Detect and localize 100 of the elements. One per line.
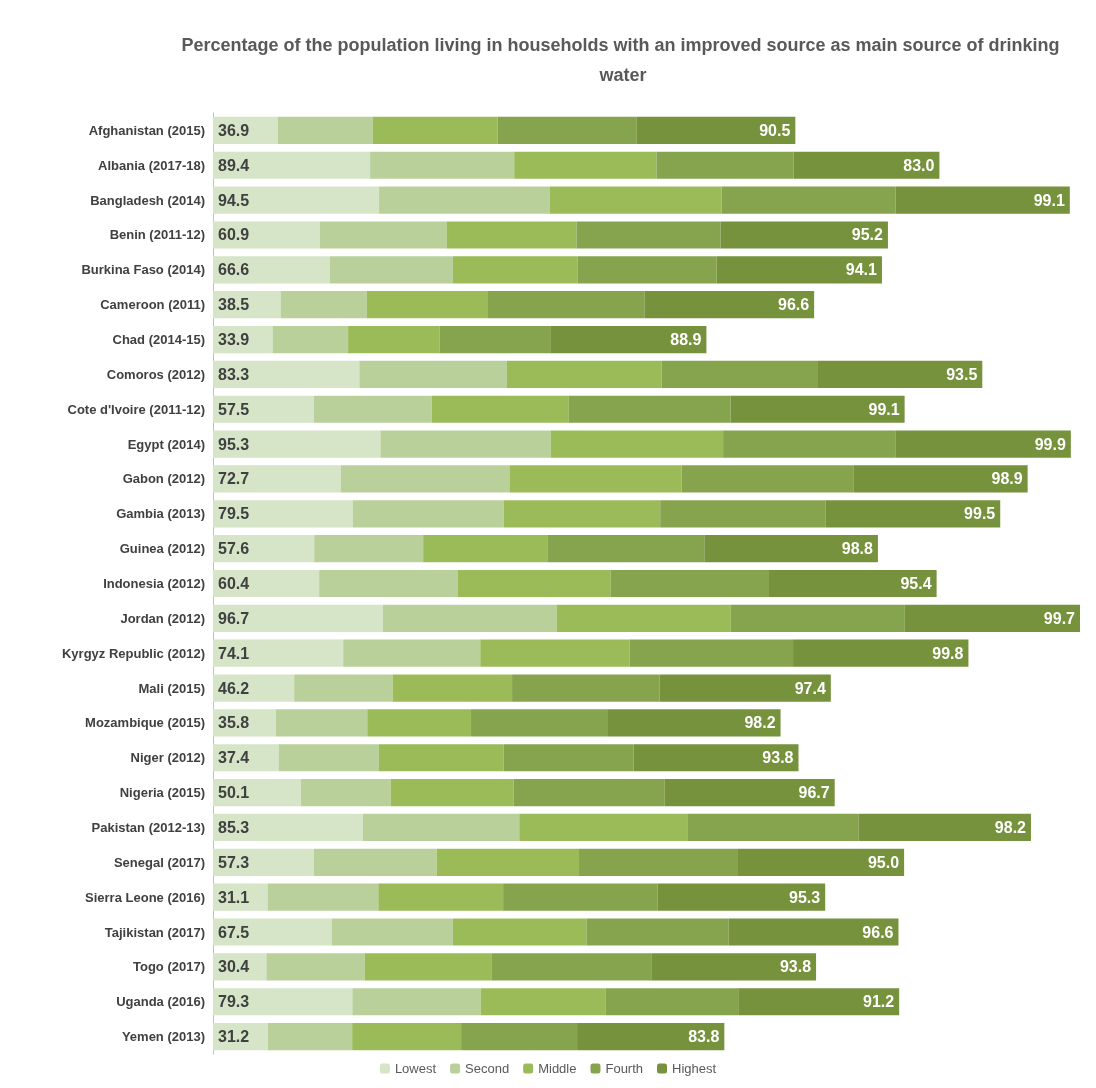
bar (213, 918, 332, 946)
bar (721, 186, 896, 214)
bar (491, 953, 652, 981)
bar (660, 500, 826, 528)
data-label: 96.7 (218, 609, 250, 627)
data-label: 98.2 (994, 818, 1027, 836)
data-label: 30.4 (218, 958, 250, 976)
data-label: 57.5 (218, 400, 250, 418)
bar (446, 221, 577, 249)
bar (730, 395, 905, 423)
bar (213, 186, 380, 214)
y-tick-label: Afghanistan (2015) (88, 122, 205, 138)
bar (213, 813, 363, 842)
data-label: 60.9 (218, 226, 250, 244)
bar (213, 465, 341, 493)
bar (367, 709, 471, 737)
bar (277, 116, 373, 145)
data-label: 79.3 (218, 993, 250, 1011)
bar (586, 918, 729, 946)
bar (793, 639, 969, 667)
bar (213, 569, 320, 598)
bar (550, 430, 724, 458)
data-label: 99.1 (868, 400, 900, 418)
bar (313, 848, 437, 876)
y-tick-label: Tajikistan (2017) (104, 924, 205, 940)
data-label: 98.9 (991, 470, 1023, 488)
bar (364, 953, 492, 981)
data-label: 96.6 (862, 923, 894, 941)
legend-label: Lowest (394, 1061, 437, 1076)
bar (213, 500, 353, 528)
bar (629, 639, 794, 667)
bar (503, 500, 661, 528)
bar (576, 221, 721, 249)
bar (392, 674, 513, 702)
bar (436, 848, 580, 876)
bar (213, 604, 383, 632)
data-label: 88.9 (670, 331, 702, 349)
y-tick-label: Sierra Leone (2016) (85, 889, 205, 905)
bar (514, 151, 657, 179)
bar (853, 465, 1028, 493)
bar (294, 674, 393, 702)
data-label: 46.2 (218, 679, 250, 697)
bar (556, 604, 731, 632)
bar (382, 604, 557, 632)
y-tick-label: Kyrgyz Republic (2012) (61, 645, 205, 661)
data-label: 95.3 (218, 435, 250, 453)
bar (331, 918, 453, 946)
bar (301, 779, 391, 807)
y-tick-label: Gabon (2012) (122, 471, 205, 487)
y-tick-label: Yemen (2013) (121, 1029, 205, 1045)
bar (519, 813, 688, 842)
bar (359, 360, 507, 388)
bar (378, 744, 504, 772)
bar (480, 988, 606, 1016)
bar (793, 151, 940, 179)
data-label: 31.1 (218, 888, 250, 906)
bar (272, 325, 349, 354)
bar (213, 848, 314, 876)
data-label: 85.3 (218, 818, 250, 836)
bar (656, 151, 794, 179)
data-label: 99.7 (1043, 609, 1076, 627)
bar (503, 883, 658, 911)
data-label: 95.3 (789, 888, 821, 906)
y-tick-label: Togo (2017) (133, 959, 205, 975)
data-label: 57.3 (218, 853, 250, 871)
bar (457, 569, 611, 598)
y-tick-label: Egypt (2014) (127, 436, 205, 452)
y-tick-label: Chad (2014-15) (112, 332, 205, 348)
bar (348, 325, 440, 354)
bar (213, 256, 331, 284)
bar (513, 779, 665, 807)
bar (661, 360, 818, 388)
y-tick-label: Comoros (2012) (106, 366, 205, 382)
bar (352, 500, 504, 528)
bar (568, 395, 731, 423)
y-tick-label: Uganda (2016) (116, 994, 205, 1010)
bar (895, 186, 1070, 214)
legend-label: Fourth (605, 1061, 644, 1076)
bar (577, 256, 717, 284)
bar (314, 535, 424, 563)
bar (512, 674, 660, 702)
bar (636, 116, 796, 145)
legend-label: Middle (538, 1061, 577, 1076)
data-label: 60.4 (218, 575, 250, 592)
y-tick-label: Mali (2015) (138, 680, 205, 696)
data-label: 98.8 (841, 540, 874, 558)
bar (379, 186, 550, 214)
bar (280, 291, 367, 319)
bar (314, 395, 432, 423)
y-tick-label: Benin (2011-12) (109, 227, 205, 243)
bar (320, 221, 447, 249)
data-label: 95.0 (867, 853, 900, 871)
bar (452, 918, 587, 946)
data-label: 36.9 (218, 121, 250, 139)
data-label: 93.5 (946, 365, 978, 383)
bar (858, 813, 1031, 842)
data-label: 91.2 (863, 993, 895, 1011)
y-tick-label: Senegal (2017) (113, 854, 205, 870)
y-tick-label: Niger (2012) (130, 750, 205, 766)
data-label: 89.4 (218, 156, 250, 174)
